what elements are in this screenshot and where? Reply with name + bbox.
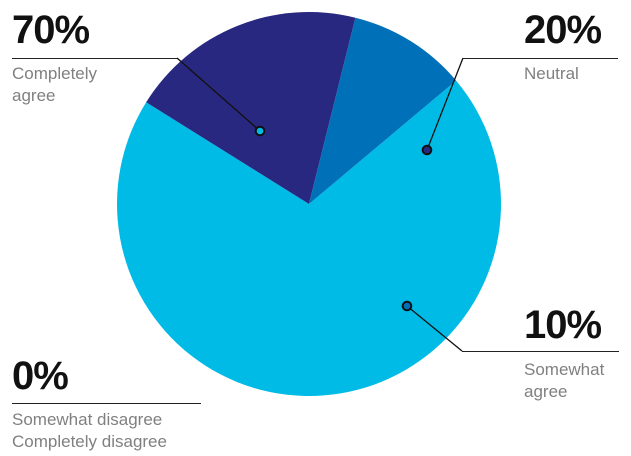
leader-line-completely-agree bbox=[176, 57, 261, 132]
slice-percent-somewhat-agree: 10% bbox=[524, 303, 602, 347]
slice-label-completely-agree: Completely agree bbox=[12, 64, 98, 105]
slice-label-neutral: Neutral bbox=[524, 64, 579, 83]
leader-dot-somewhat-agree bbox=[401, 300, 413, 312]
slice-percent-neutral: 20% bbox=[524, 8, 602, 52]
label-rule-disagree bbox=[12, 403, 201, 404]
label-rule-completely-agree bbox=[12, 58, 177, 59]
pie-slice-completely-agree bbox=[117, 80, 502, 396]
pie-slice-somewhat-agree bbox=[309, 17, 457, 205]
label-rule-somewhat-agree bbox=[462, 351, 619, 352]
slice-percent-completely-agree: 70% bbox=[12, 8, 90, 52]
leader-line-somewhat-agree bbox=[406, 305, 463, 352]
slice-label-somewhat-agree: Somewhat agree bbox=[524, 360, 605, 401]
slice-percent-disagree: 0% bbox=[12, 354, 69, 398]
label-rule-neutral bbox=[463, 58, 618, 59]
leader-dot-completely-agree bbox=[254, 125, 266, 137]
slice-label-disagree: Somewhat disagree Completely disagree bbox=[12, 410, 167, 451]
leader-dot-neutral bbox=[421, 144, 433, 156]
leader-line-neutral bbox=[426, 57, 464, 151]
pie-slice-neutral bbox=[146, 11, 356, 205]
